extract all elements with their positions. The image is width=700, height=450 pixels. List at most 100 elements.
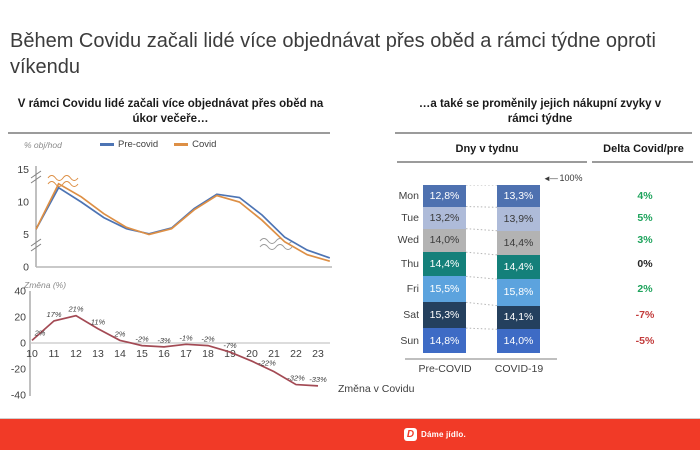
pre-covid-cell: 15,3% — [423, 302, 466, 329]
brand-logo: D Dáme jídlo. — [404, 428, 466, 441]
y-axis-tick-label: 20 — [14, 312, 26, 324]
point-label: -2% — [201, 335, 215, 344]
y-axis-tick-label: 5 — [23, 229, 29, 241]
table-row-label: Mon — [398, 189, 419, 202]
table-row-label: Tue — [401, 211, 419, 224]
x-axis-tick-label: 18 — [202, 348, 214, 360]
series-line — [31, 314, 319, 387]
table-row-label: Fri — [406, 283, 419, 296]
weekday-share-table: Mon 12,8% 13,3% 4% Tue 13,2% 13,9% 5% Wed 14,0% 14… — [395, 185, 695, 355]
point-label: 11% — [91, 318, 106, 327]
delta-value: 4% — [637, 189, 653, 202]
point-label: -32% — [287, 374, 305, 383]
x-axis-tick-label: 14 — [114, 348, 126, 360]
point-label: -7% — [223, 341, 237, 350]
change-by-hour-chart: -40 -20 0 20 40 10 11 12 13 14 15 16 17 18 19 20 21 22 23 2… — [11, 286, 330, 402]
x-axis-tick-label: 17 — [180, 348, 192, 360]
connector-line — [465, 251, 498, 256]
bottom-chart-y-axis-label: Změna (%) — [24, 280, 67, 290]
table-row-label: Sun — [400, 334, 419, 347]
y-axis-tick-label: 15 — [17, 164, 29, 176]
x-axis-tick-label: 13 — [92, 348, 104, 360]
pre-covid-cell: 14,4% — [423, 252, 466, 277]
point-label: -3% — [157, 336, 171, 345]
connector-line — [465, 301, 498, 307]
x-axis-tick-label: 22 — [290, 348, 302, 360]
point-label: 21% — [67, 305, 83, 314]
covid-cell: 13,9% — [497, 207, 540, 231]
covid-swatch-icon — [174, 143, 189, 146]
delta-value: 3% — [637, 234, 653, 247]
bottom-series-label: Změna v Covidu — [338, 383, 415, 395]
pre-covid-cell: 15,5% — [423, 276, 466, 303]
pre-covid-column-label: Pre-COVID — [418, 363, 472, 375]
covid-cell: 14,1% — [497, 305, 540, 330]
x-axis-tick-label: 19 — [224, 348, 236, 360]
pre-covid-cell: 14,0% — [423, 228, 466, 253]
covid-cell: 14,0% — [497, 329, 540, 353]
point-label: 2% — [114, 329, 126, 338]
table-row-label: Sat — [403, 309, 419, 322]
x-axis-tick-label: 12 — [70, 348, 82, 360]
y-axis-tick-label: 0 — [20, 338, 26, 350]
delta-value: 2% — [637, 283, 653, 296]
point-label: -2% — [135, 335, 149, 344]
covid-cell: 13,3% — [497, 185, 540, 208]
connector-line — [465, 327, 498, 330]
x-axis-tick-label: 15 — [136, 348, 148, 360]
y-axis-tick-label: 40 — [14, 286, 26, 298]
x-axis-tick-label: 10 — [26, 348, 38, 360]
peak-break-icon — [47, 175, 79, 187]
right-table-title: …a také se proměnily jejich nákupní zvyk… — [418, 98, 662, 125]
delta-value: 5% — [637, 211, 653, 224]
delta-header: Delta Covid/pre — [603, 143, 684, 155]
x-axis-tick-label: 21 — [268, 348, 280, 360]
connector-line — [465, 228, 498, 232]
pre-covid-cell: 14,8% — [423, 328, 466, 353]
point-label: 17% — [46, 310, 61, 319]
connector-line — [465, 206, 498, 208]
pre-covid-cell: 13,2% — [423, 206, 466, 229]
brand-logo-icon: D — [404, 428, 417, 441]
left-chart-title: V rámci Covidu lidé začali více objednáv… — [17, 98, 324, 125]
divider — [397, 161, 587, 163]
slide-title: Během Covidu začali lidé více objednávat… — [10, 30, 656, 79]
divider — [8, 132, 330, 134]
left-arrow-icon: ◄— — [543, 174, 558, 183]
y-axis-tick-label: -20 — [11, 364, 26, 376]
connector-line — [465, 275, 498, 280]
series-line — [35, 186, 331, 259]
annotation-label: 100% — [559, 173, 583, 183]
covid-cell: 14,4% — [497, 230, 540, 255]
y-axis-tick-label: 0 — [23, 262, 29, 274]
x-axis-tick-label: 20 — [246, 348, 258, 360]
x-axis-tick-label: 11 — [49, 348, 60, 360]
delta-value: 0% — [637, 258, 653, 271]
delta-value: -7% — [635, 309, 655, 322]
days-group-header: Dny v tydnu — [455, 143, 519, 155]
covid-cell: 15,8% — [497, 279, 540, 306]
top-chart-legend: Pre-covid Covid — [100, 139, 216, 150]
point-label: -1% — [179, 333, 193, 342]
table-row-label: Wed — [397, 234, 419, 247]
table-row-label: Thu — [400, 258, 419, 271]
legend-label: Pre-covid — [118, 139, 159, 150]
series-line — [35, 182, 331, 263]
footer-bar: D Dáme jídlo. — [0, 418, 700, 450]
orders-by-hour-chart: 0 5 10 15 — [17, 164, 332, 274]
x-axis-tick-label: 16 — [158, 348, 170, 360]
table-baseline — [405, 358, 557, 360]
divider — [395, 132, 692, 134]
point-label: -22% — [258, 359, 276, 368]
point-label: -33% — [309, 375, 327, 384]
delta-value: -5% — [635, 334, 655, 347]
covid-cell: 14,4% — [497, 254, 540, 280]
x-axis-tick-label: 23 — [312, 348, 324, 360]
y-axis-tick-label: -40 — [11, 390, 26, 402]
pre-covid-swatch-icon — [100, 143, 114, 146]
axis-break-icon — [30, 170, 42, 252]
connector-lines — [465, 185, 498, 330]
legend-item-pre-covid: Pre-covid — [100, 139, 158, 150]
pre-covid-cell: 12,8% — [423, 185, 466, 207]
